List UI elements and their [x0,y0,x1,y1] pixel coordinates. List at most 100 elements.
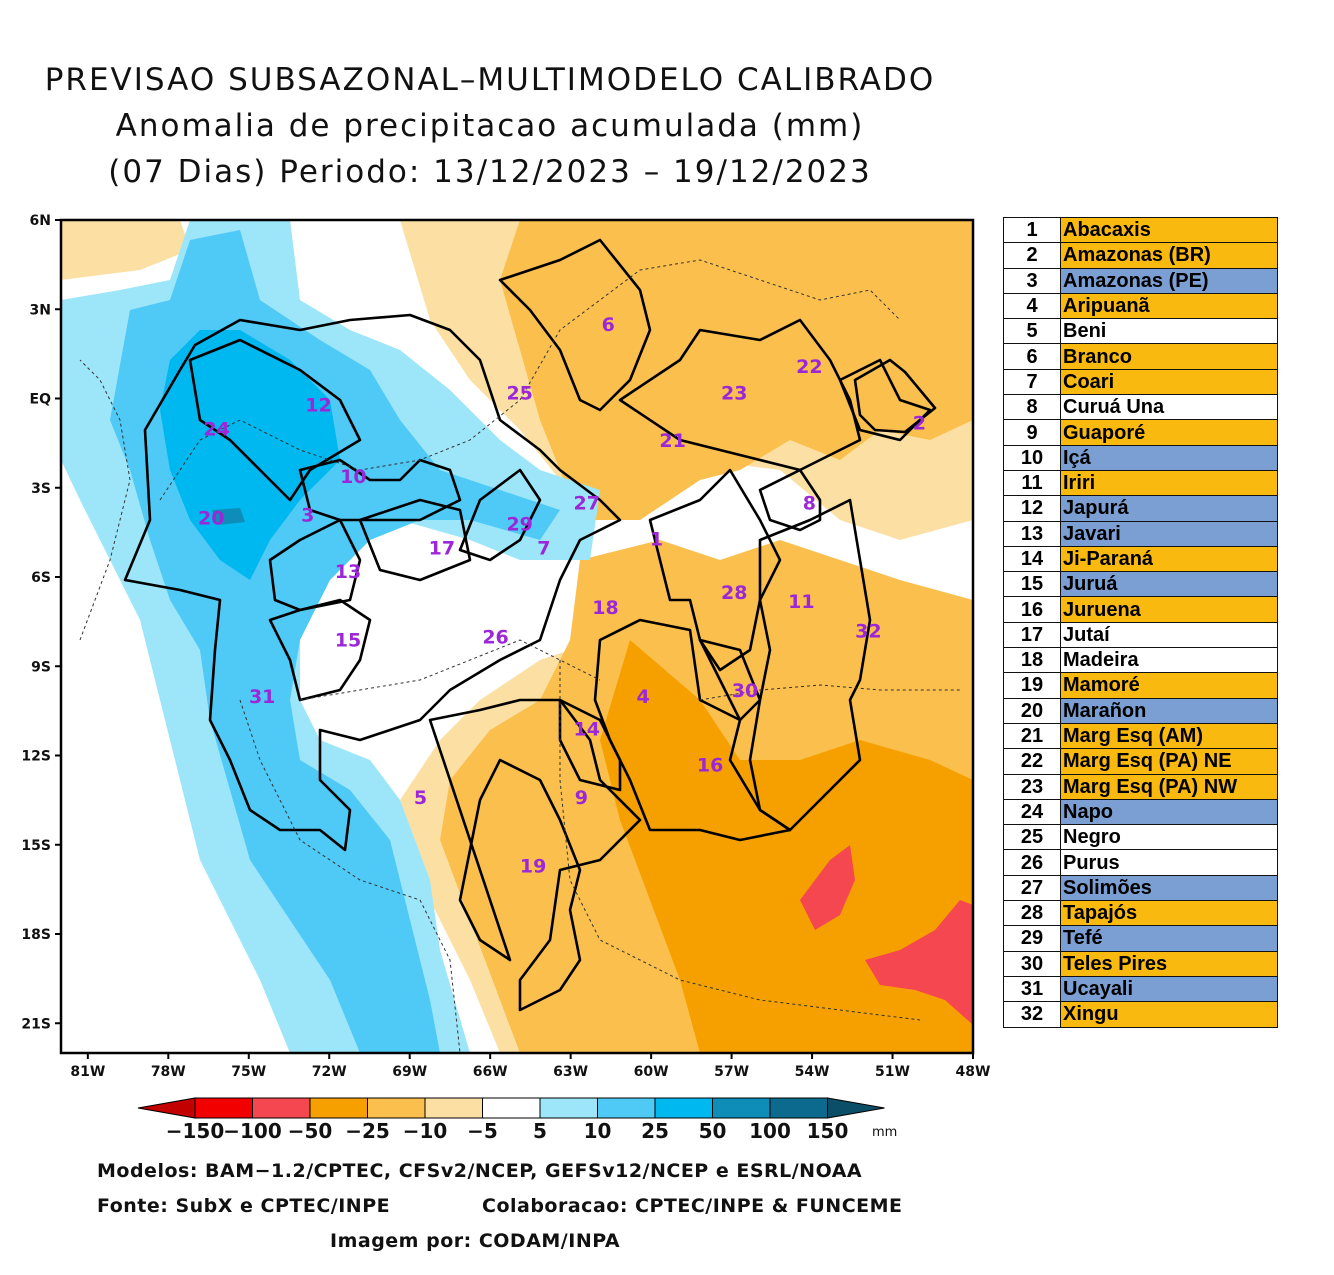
basin-number-13: 13 [335,561,361,583]
basin-number-1: 1 [650,528,663,550]
legend-basin-name: Abacaxis [1060,216,1278,244]
colorbar-label: −150 [166,1119,225,1143]
legend-basin-name: Tefé [1060,925,1278,952]
colorbar-swatch [482,1097,541,1119]
basin-number-22: 22 [796,356,822,378]
legend-basin-name: Marg Esq (PA) NW [1060,773,1278,800]
legend-row: 27 Solimões [1003,874,1278,902]
colorbar-swatch [712,1097,771,1119]
legend-basin-name: Marg Esq (PA) NE [1060,748,1278,775]
legend-row: 2 Amazonas (BR) [1003,242,1278,269]
x-tick-label: 66W [473,1064,508,1080]
colorbar-swatch [309,1097,368,1119]
legend-row: 18 Madeira [1003,647,1278,674]
legend-row: 4 Aripuanã [1003,292,1278,320]
legend-basin-number: 4 [1003,292,1061,320]
legend-basin-number: 22 [1003,748,1061,775]
footer-collab: Colaboracao: CPTEC/INPE & FUNCEME [482,1195,903,1217]
x-tick-label: 81W [70,1064,105,1080]
colorbar: −150−100 −50 −25 −10 −5 5 10 25 50 100 150 [137,1097,885,1143]
legend-basin-number: 1 [1003,216,1061,244]
colorbar-arrow-right [827,1097,885,1119]
legend-row: 12 Japurá [1003,495,1278,522]
x-tick-label: 54W [795,1064,830,1080]
legend-row: 23 Marg Esq (PA) NW [1003,773,1278,800]
colorbar-unit: mm [872,1125,897,1140]
x-tick-label: 51W [875,1064,910,1080]
colorbar-arrow-left [137,1097,196,1119]
legend-row: 20 Marañon [1003,697,1278,724]
basin-number-25: 25 [506,383,532,405]
basin-number-23: 23 [721,383,747,405]
legend-basin-number: 21 [1003,722,1061,750]
legend-row: 3 Amazonas (PE) [1003,267,1278,294]
colorbar-swatch [539,1097,598,1119]
legend-basin-name: Madeira [1060,647,1278,674]
legend-row: 17 Jutaí [1003,621,1278,649]
colorbar-label: 25 [641,1119,669,1143]
colorbar-swatch [654,1097,713,1119]
x-tick-label: 48W [956,1064,991,1080]
y-tick-label: 6N [30,213,51,229]
legend-basin-name: Mamoré [1060,672,1278,699]
basin-number-24: 24 [203,418,229,440]
legend-basin-name: Içá [1060,444,1278,471]
legend-basin-name: Jutaí [1060,621,1278,649]
colorbar-swatch [367,1097,426,1119]
legend-basin-name: Amazonas (PE) [1060,267,1278,294]
political-borders [79,259,960,1054]
colorbar-label: −5 [467,1119,498,1143]
legend-basin-number: 13 [1003,520,1061,547]
colorbar-label: −10 [403,1119,448,1143]
legend-row: 8 Curuá Una [1003,394,1278,421]
legend-basin-number: 8 [1003,394,1061,421]
legend-basin-number: 11 [1003,469,1061,497]
legend-basin-number: 2 [1003,242,1061,269]
legend-row: 30 Teles Pires [1003,950,1278,977]
anomaly-deep-orange [600,640,973,1053]
legend-basin-name: Iriri [1060,469,1278,497]
legend-basin-name: Coari [1060,368,1278,396]
colorbar-label: 50 [699,1119,727,1143]
basin-boundaries [123,238,937,1012]
legend-basin-number: 27 [1003,874,1061,902]
legend-row: 14 Ji-Paraná [1003,545,1278,573]
legend-basin-number: 5 [1003,318,1061,345]
map-period: (07 Dias) Periodo: 13/12/2023 – 19/12/20… [108,154,872,190]
legend-basin-name: Marañon [1060,697,1278,724]
legend-basin-name: Aripuanã [1060,292,1278,320]
basin-number-10: 10 [340,466,366,488]
basin-number-29: 29 [506,513,532,535]
basin-number-labels: 1234567891011121314151617181920212223242… [198,314,926,877]
legend-row: 29 Tefé [1003,925,1278,952]
y-tick-label: 15S [21,838,51,854]
legend-basin-number: 15 [1003,571,1061,598]
basin-number-7: 7 [537,537,550,559]
basin-number-8: 8 [803,493,816,515]
colorbar-swatch [424,1097,483,1119]
legend-basin-name: Beni [1060,318,1278,345]
legend-row: 32 Xingu [1003,1001,1278,1028]
legend-basin-number: 17 [1003,621,1061,649]
legend-row: 25 Negro [1003,824,1278,851]
legend-basin-name: Marg Esq (AM) [1060,722,1278,750]
legend-basin-name: Teles Pires [1060,950,1278,977]
legend-basin-number: 30 [1003,950,1061,977]
legend-basin-number: 18 [1003,647,1061,674]
legend-row: 10 Içá [1003,444,1278,471]
colorbar-label: −50 [288,1119,333,1143]
legend-basin-name: Napo [1060,798,1278,826]
colorbar-label: −100 [223,1119,282,1143]
legend-basin-name: Javari [1060,520,1278,547]
x-tick-label: 69W [392,1064,427,1080]
legend-row: 11 Iriri [1003,469,1278,497]
legend-basin-number: 10 [1003,444,1061,471]
basin-number-31: 31 [249,686,275,708]
legend-basin-name: Branco [1060,343,1278,370]
y-tick-label: 3N [30,302,51,318]
colorbar-label: 100 [749,1119,791,1143]
legend-basin-number: 29 [1003,925,1061,952]
legend-row: 1 Abacaxis [1003,216,1278,244]
map-frame [59,218,975,1055]
basin-number-21: 21 [659,430,685,452]
